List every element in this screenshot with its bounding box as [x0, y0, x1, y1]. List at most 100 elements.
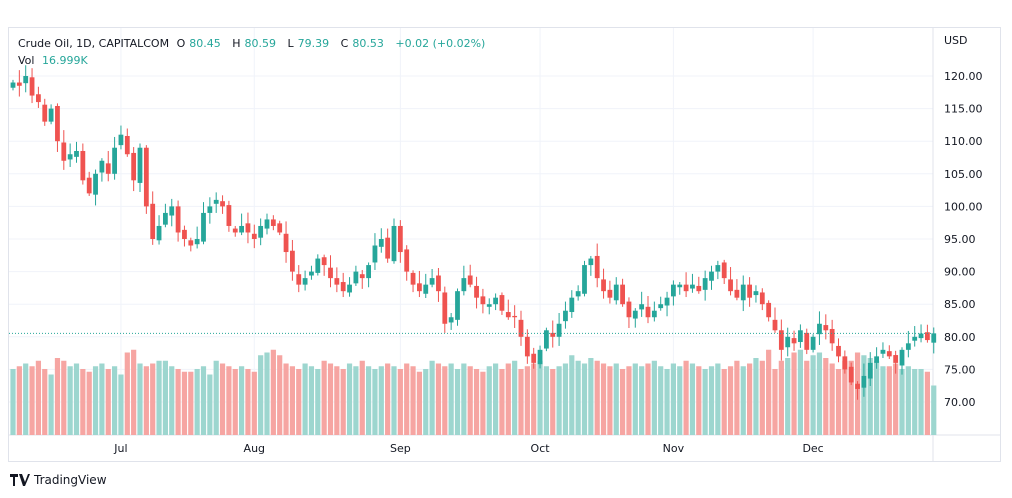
candle-body [404, 249, 410, 272]
volume-bar [442, 366, 448, 435]
volume-bar [99, 363, 105, 435]
candle-body [334, 278, 340, 285]
candle-body [861, 375, 867, 388]
volume-bar [35, 360, 41, 435]
candle-body [721, 262, 727, 279]
chart-frame[interactable] [8, 27, 1001, 462]
volume-bar [29, 366, 35, 435]
candle-body [594, 255, 600, 279]
candle-body [213, 199, 219, 204]
y-tick-label: 70.00 [944, 396, 976, 409]
candle-body [264, 219, 270, 229]
candle-body [493, 297, 498, 305]
candle-body [855, 383, 860, 389]
volume-bar [708, 366, 715, 435]
candle-body [112, 147, 117, 174]
volume-bar [54, 358, 61, 435]
symbol-title[interactable]: Crude Oil, 1D, CAPITALCOM [18, 37, 170, 50]
volume-bar [835, 369, 842, 435]
candle-body [499, 295, 505, 311]
candle-body [645, 306, 651, 318]
volume-bar [188, 371, 194, 435]
volume-bar [613, 363, 619, 435]
volume-bar [385, 363, 391, 435]
candle-body [639, 304, 645, 310]
candle-body [893, 355, 899, 363]
volume-bar [429, 360, 435, 435]
volume-bar [626, 366, 632, 435]
volume-bar [67, 366, 73, 435]
candle-body [912, 336, 918, 341]
candle-body [156, 225, 162, 241]
volume-bar [454, 369, 461, 435]
volume-bar [772, 369, 778, 435]
volume-bar [518, 369, 524, 435]
candle-body [163, 212, 168, 225]
volume-bar [804, 360, 810, 435]
volume-bar [327, 363, 334, 435]
candle-body [448, 317, 454, 323]
low-number: 79.39 [297, 37, 330, 50]
volume-bar [270, 349, 276, 435]
candle-body [36, 94, 41, 103]
x-tick-label: Sep [390, 442, 411, 455]
volume-bar [899, 369, 905, 435]
candle-body [658, 304, 664, 309]
volume-bar [588, 358, 594, 435]
candle-body [829, 328, 835, 344]
volume-bar [207, 374, 213, 435]
volume-bar [213, 360, 219, 435]
candle-body [842, 356, 848, 370]
volume-bar [175, 369, 181, 435]
volume-bar [810, 355, 816, 435]
candle-body [925, 332, 930, 341]
volume-bar [137, 363, 143, 435]
candle-body [772, 319, 778, 331]
close-number: 80.53 [352, 37, 384, 50]
candle-body [391, 225, 397, 262]
candle-body [696, 285, 702, 292]
volume-bar [677, 366, 683, 435]
volume-bar [702, 369, 708, 435]
volume-bar [366, 366, 372, 435]
candle-body [417, 283, 422, 292]
volume-bar [524, 366, 530, 435]
volume-bar [124, 352, 130, 435]
volume-bar [645, 363, 651, 435]
candle-body [61, 142, 67, 161]
candle-body [531, 353, 537, 363]
volume-label[interactable]: Vol [18, 54, 35, 67]
volume-bar [639, 366, 645, 435]
candle-body [550, 332, 556, 337]
volume-bar [740, 366, 746, 435]
candle-body [582, 265, 587, 294]
currency-label: USD [944, 34, 968, 47]
volume-bar [766, 349, 772, 435]
y-tick-label: 80.00 [944, 331, 976, 344]
volume-bar [131, 349, 137, 435]
candle-body [23, 76, 29, 84]
volume-bar [194, 369, 200, 435]
candle-body [467, 275, 473, 285]
volume-bar [264, 352, 270, 435]
volume-bar [581, 363, 588, 435]
volume-bar [416, 371, 422, 435]
candle-body [436, 275, 441, 292]
volume-bar [499, 369, 505, 435]
volume-bar [791, 352, 797, 435]
candle-body [137, 147, 143, 183]
candle-body [175, 206, 181, 233]
candle-body [753, 291, 759, 296]
volume-bar [620, 369, 626, 435]
tradingview-logo[interactable]: TradingView [10, 473, 107, 487]
volume-bar [448, 363, 454, 435]
volume-bar [632, 363, 638, 435]
open-number: 80.45 [189, 37, 221, 50]
volume-bar [785, 358, 791, 435]
candle-body [759, 292, 765, 305]
volume-bar [23, 363, 29, 435]
y-tick-label: 110.00 [944, 135, 983, 148]
x-tick-label: Dec [802, 442, 823, 455]
candle-body [874, 356, 879, 363]
